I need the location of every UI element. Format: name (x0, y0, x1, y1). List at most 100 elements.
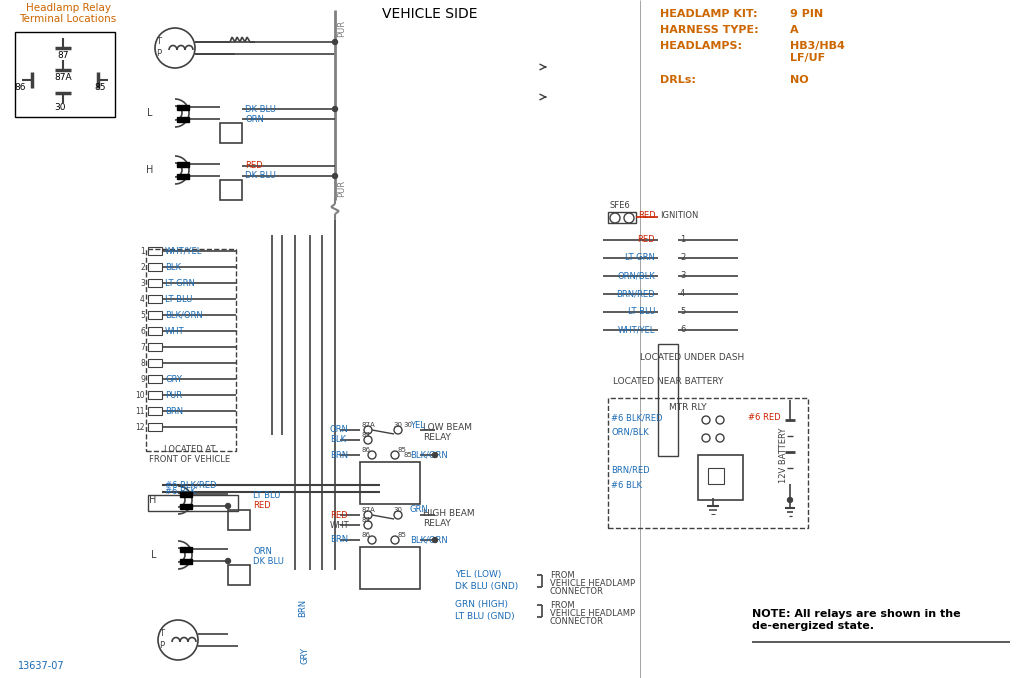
Text: 87A: 87A (362, 422, 376, 428)
Text: PUR: PUR (337, 20, 346, 37)
Text: DK BLU: DK BLU (253, 557, 284, 565)
Text: Terminal Locations: Terminal Locations (19, 14, 117, 24)
Bar (148, 295, 162, 303)
Text: 7: 7 (140, 342, 145, 351)
Text: ORN: ORN (253, 546, 272, 555)
Text: P: P (157, 49, 162, 58)
Circle shape (333, 106, 338, 111)
Text: 87: 87 (57, 52, 69, 60)
Text: P: P (160, 641, 165, 650)
Text: 2: 2 (140, 262, 145, 271)
Text: 2: 2 (680, 254, 685, 262)
Text: BRN: BRN (330, 536, 348, 544)
Circle shape (432, 452, 437, 458)
Bar (708, 468, 724, 484)
Text: BLK/ORN: BLK/ORN (410, 450, 447, 460)
Bar (148, 247, 162, 255)
Bar (177, 117, 189, 122)
Bar (180, 492, 193, 497)
Text: 85: 85 (398, 532, 407, 538)
Text: DK BLU: DK BLU (245, 104, 275, 113)
Text: BRN: BRN (330, 450, 348, 460)
Text: VEHICLE HEADLAMP: VEHICLE HEADLAMP (550, 608, 635, 618)
Text: WHT: WHT (165, 327, 184, 336)
Text: RELAY: RELAY (423, 433, 451, 443)
Bar (15, 32, 115, 117)
Text: GRN (HIGH): GRN (HIGH) (455, 601, 508, 610)
Text: ORN/BLK: ORN/BLK (611, 428, 649, 437)
Text: HEADLAMP KIT:: HEADLAMP KIT: (660, 9, 758, 19)
Bar (608, 398, 808, 528)
Bar (148, 495, 238, 511)
Text: 12V BATTERY: 12V BATTERY (778, 427, 787, 483)
Text: ORN: ORN (330, 426, 349, 435)
Text: 87: 87 (362, 432, 371, 438)
Text: #6 RED: #6 RED (748, 414, 780, 422)
Bar (148, 407, 162, 415)
Bar (148, 263, 162, 271)
Bar (608, 212, 636, 223)
Text: 1: 1 (680, 235, 685, 245)
Bar (148, 359, 162, 367)
Text: 13637-07: 13637-07 (18, 661, 65, 671)
Text: LOCATED NEAR BATTERY: LOCATED NEAR BATTERY (612, 378, 723, 386)
Text: BLK/ORN: BLK/ORN (410, 536, 447, 544)
Text: 5: 5 (680, 308, 685, 317)
Text: 1: 1 (140, 247, 145, 256)
Text: 10: 10 (135, 391, 145, 399)
Text: NO: NO (790, 75, 809, 85)
Text: 87A: 87A (54, 73, 72, 83)
Text: DK BLU (GND): DK BLU (GND) (455, 582, 518, 591)
Text: LT GRN: LT GRN (625, 254, 655, 262)
Text: HIGH BEAM: HIGH BEAM (423, 508, 475, 517)
Text: H: H (148, 495, 156, 505)
Circle shape (333, 39, 338, 45)
Bar (146, 249, 236, 451)
Text: 4: 4 (680, 290, 685, 298)
Text: A: A (790, 25, 799, 35)
Text: 86: 86 (14, 83, 26, 92)
Bar (177, 174, 189, 179)
Text: 85: 85 (403, 452, 412, 458)
Bar (360, 462, 420, 504)
Text: BLK/ORN: BLK/ORN (165, 311, 203, 319)
Circle shape (225, 559, 230, 563)
Text: LT GRN: LT GRN (165, 279, 195, 287)
Bar (220, 123, 242, 143)
Text: 85: 85 (94, 83, 105, 92)
Text: 30: 30 (393, 507, 402, 513)
Text: 86: 86 (362, 447, 371, 453)
Text: WHT: WHT (330, 521, 349, 530)
Bar (148, 423, 162, 431)
Text: 6: 6 (680, 325, 685, 334)
Bar (228, 565, 250, 585)
Text: LOW BEAM: LOW BEAM (423, 424, 472, 433)
Text: 86: 86 (362, 532, 371, 538)
Text: 8: 8 (140, 359, 145, 367)
Text: RED: RED (330, 511, 347, 519)
Text: BRN: BRN (165, 407, 183, 416)
Bar (228, 510, 250, 530)
Text: SFE6: SFE6 (609, 201, 631, 210)
Text: GRY: GRY (165, 374, 182, 384)
Text: IGNITION: IGNITION (660, 210, 698, 220)
Text: FROM: FROM (550, 570, 574, 580)
Text: GRN: GRN (410, 506, 429, 515)
Text: H: H (145, 165, 153, 175)
Bar (148, 311, 162, 319)
Text: HB3/HB4: HB3/HB4 (790, 41, 845, 51)
Text: WHT/YEL: WHT/YEL (617, 325, 655, 334)
Text: BRN/RED: BRN/RED (616, 290, 655, 298)
Text: 5: 5 (140, 311, 145, 319)
Text: DRLs:: DRLs: (660, 75, 696, 85)
Text: 87: 87 (362, 517, 371, 523)
Text: 30: 30 (393, 422, 402, 428)
Bar (180, 547, 193, 552)
Text: FROM: FROM (550, 601, 574, 610)
Text: 9: 9 (140, 374, 145, 384)
Text: #6 BLK/RED: #6 BLK/RED (611, 414, 663, 422)
Text: 85: 85 (398, 447, 407, 453)
Text: LT BLU: LT BLU (165, 294, 193, 304)
Text: 4: 4 (140, 294, 145, 304)
Text: HARNESS TYPE:: HARNESS TYPE: (660, 25, 759, 35)
